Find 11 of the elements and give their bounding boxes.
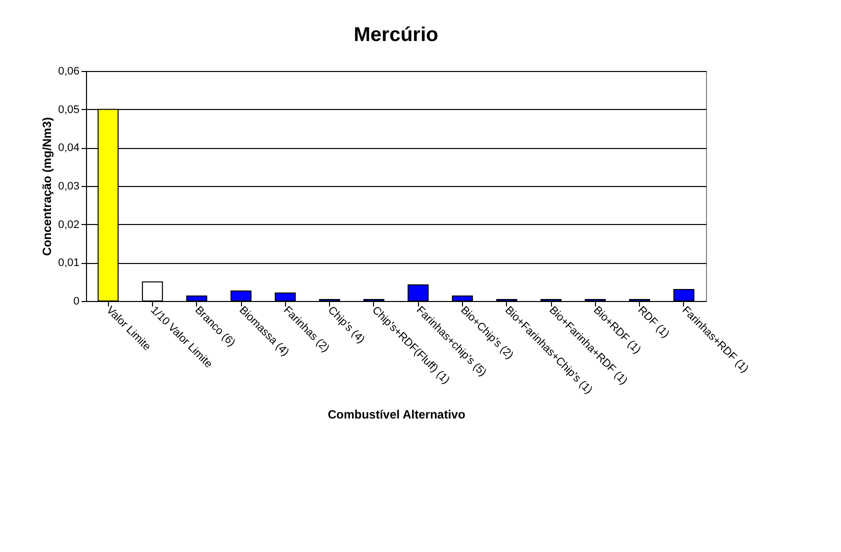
y-tick-label: 0,02 <box>58 218 80 231</box>
y-tick-label: 0,01 <box>58 257 80 270</box>
y-axis-title: Concentração (mg/Nm3) <box>40 117 54 256</box>
y-tick-label: 0 <box>73 296 80 308</box>
y-tick-label: 0,04 <box>58 142 80 154</box>
x-axis-title: Combustível Alternativo <box>328 408 466 422</box>
y-tick-label: 0,06 <box>58 66 80 78</box>
x-tick-label: RDF (1) <box>635 304 672 340</box>
y-tick-label: 0,05 <box>58 104 80 116</box>
chart-title: Mercúrio <box>354 24 438 46</box>
y-tick-label: 0,03 <box>58 180 80 192</box>
